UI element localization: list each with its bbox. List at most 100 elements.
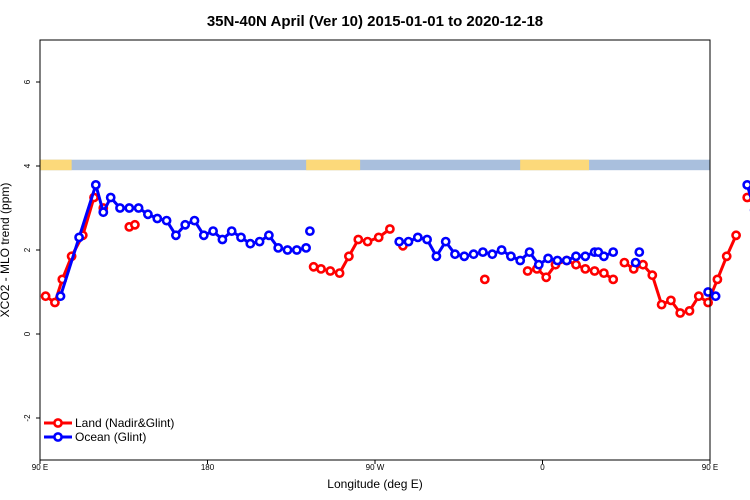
y-tick-label: 2 [23,247,32,252]
data-point [236,232,246,243]
data-point [703,297,713,308]
data-point [580,263,591,274]
land-strip-segment [520,159,590,171]
x-axis-label: Longitude (deg E) [327,477,422,491]
data-point [710,291,721,302]
data-point [571,251,581,262]
legend-marker [53,432,63,442]
y-tick-label: 4 [23,163,32,168]
y-axis-label: XCO2 - MLO trend (ppm) [0,183,12,318]
data-point [316,263,326,274]
data-point [543,253,553,264]
data-point [403,236,414,247]
data-point [161,215,172,226]
data-point [693,291,704,302]
data-point [459,251,470,262]
data-point [479,274,490,285]
data-point [505,251,516,262]
data-point [384,224,395,234]
data-point [90,179,101,190]
data-point [142,209,153,220]
data-point [721,251,732,262]
data-point [561,255,572,266]
data-point [656,299,667,310]
land-ocean-strip [40,159,710,171]
y-tick-label: 6 [23,79,32,84]
data-point [198,230,209,241]
data-point [124,203,135,213]
x-tick-label: 90 E [702,463,718,472]
legend: Land (Nadir&Glint)Ocean (Glint) [44,416,174,444]
series-land [40,192,750,318]
data-point [712,274,723,285]
data-point [608,274,619,285]
data-point [742,192,750,203]
legend-item: Land (Nadir&Glint) [44,416,174,430]
data-point [496,245,507,255]
data-point [325,266,336,276]
legend-marker [53,418,63,428]
data-point [226,226,237,236]
data-point [152,213,163,224]
data-point [742,180,750,190]
data-point [304,226,315,236]
plot-area [40,179,750,318]
data-point [55,291,66,302]
data-point [666,295,676,306]
data-point [589,266,600,276]
data-point [263,230,274,241]
data-point [105,192,116,203]
data-point [353,234,364,245]
data-point [373,232,384,243]
data-point [634,247,645,257]
data-point [334,268,345,278]
data-point [703,287,713,297]
data-point [571,259,581,270]
data-point [133,203,144,213]
data-point [217,234,228,245]
data-point [245,238,256,249]
data-point [580,251,591,262]
data-point [608,247,619,257]
series-line [59,183,307,297]
data-point [468,249,479,260]
data-point [40,291,51,302]
y-axis-ticks: -2 0 2 4 6 [23,79,40,422]
y-tick-label: -2 [23,414,32,422]
data-point [675,308,686,318]
data-point [115,203,125,213]
ocean-strip [40,159,710,171]
data-point [394,236,405,247]
data-point [552,255,563,266]
chart-title: 35N-40N April (Ver 10) 2015-01-01 to 202… [207,13,543,30]
x-tick-label: 0 [540,463,545,472]
data-point [343,251,354,262]
data-point [515,255,526,266]
series-ocean [55,179,750,302]
data-point [74,232,84,243]
data-point [282,245,293,255]
data-point [362,236,373,247]
land-strip-segment [40,159,72,171]
data-point [477,247,488,257]
data-point [731,230,741,241]
data-point [301,242,311,253]
data-point [599,268,609,278]
data-point [599,251,609,262]
data-point [170,230,181,241]
data-point [450,249,460,260]
data-point [431,251,442,262]
x-axis-ticks: 90 E 180 90 W 0 90 E [32,460,718,472]
data-point [684,305,695,316]
series-line [623,234,738,315]
data-point [541,272,552,283]
data-point [273,242,284,253]
legend-label: Land (Nadir&Glint) [75,416,174,430]
y-tick-label: 0 [23,331,32,336]
data-point [98,207,109,218]
data-point [422,234,432,245]
land-strip-segment [306,159,361,171]
data-point [208,226,218,236]
data-point [440,236,451,247]
